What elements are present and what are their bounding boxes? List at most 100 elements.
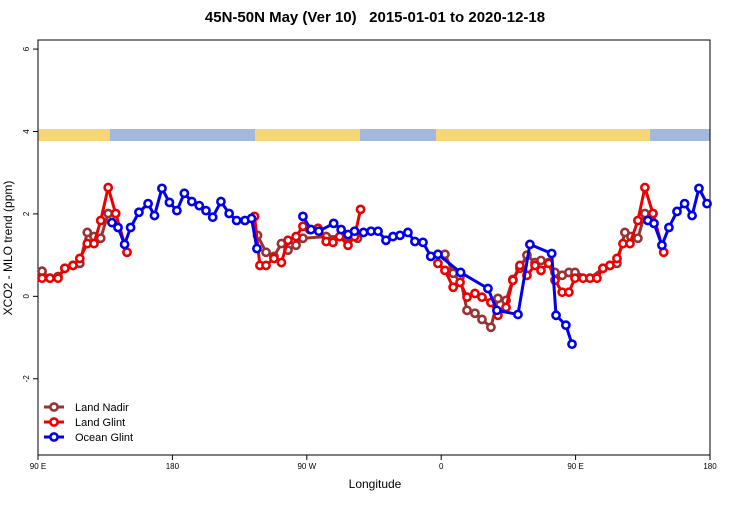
- data-point: [276, 257, 287, 268]
- land-band: [255, 129, 360, 141]
- data-point: [201, 205, 211, 216]
- data-point: [410, 236, 420, 247]
- data-point: [455, 277, 465, 288]
- data-point: [261, 247, 271, 258]
- data-point: [103, 182, 114, 193]
- data-point: [45, 273, 55, 284]
- data-point: [283, 235, 293, 246]
- data-point: [525, 239, 535, 250]
- legend-marker: [49, 402, 59, 412]
- data-point: [194, 200, 205, 211]
- data-point: [462, 305, 472, 316]
- legend-label: Ocean Glint: [75, 432, 133, 444]
- data-point: [551, 310, 561, 321]
- data-point: [68, 260, 78, 271]
- data-point: [694, 183, 704, 194]
- data-point: [164, 197, 175, 208]
- data-point: [107, 217, 117, 228]
- data-point: [291, 231, 301, 242]
- chart-title: 45N-50N May (Ver 10) 2015-01-01 to 2020-…: [205, 9, 545, 26]
- data-point: [702, 198, 712, 209]
- data-point: [679, 198, 690, 209]
- data-point: [514, 260, 525, 271]
- data-point: [632, 233, 643, 244]
- data-point: [433, 258, 443, 269]
- legend-marker: [49, 432, 59, 442]
- data-point: [122, 247, 132, 258]
- data-point: [373, 226, 383, 237]
- data-point: [252, 243, 262, 254]
- data-point: [74, 253, 85, 264]
- data-point: [649, 218, 659, 229]
- data-point: [381, 235, 391, 246]
- data-point: [440, 265, 450, 276]
- data-point: [269, 253, 279, 264]
- data-point: [113, 222, 123, 233]
- data-point: [612, 253, 622, 264]
- data-point: [395, 230, 405, 241]
- data-point: [470, 288, 480, 299]
- legend-marker: [49, 417, 59, 427]
- data-point: [110, 208, 121, 219]
- data-point: [186, 196, 197, 207]
- data-point: [492, 305, 502, 316]
- data-point: [493, 293, 503, 304]
- data-point: [567, 339, 577, 350]
- data-point: [563, 287, 574, 298]
- x-tick-label: 180: [166, 462, 180, 471]
- plot-frame: [37, 39, 711, 456]
- data-point: [483, 283, 493, 294]
- data-point: [207, 212, 218, 223]
- data-point: [477, 314, 487, 325]
- data-point: [632, 215, 643, 226]
- data-point: [664, 222, 674, 233]
- data-point: [95, 233, 106, 244]
- data-point: [402, 227, 413, 238]
- data-point: [103, 208, 114, 219]
- land-ocean-strip: [38, 129, 710, 141]
- data-point: [418, 237, 428, 248]
- data-point: [507, 275, 518, 286]
- data-point: [648, 208, 658, 219]
- data-point: [546, 248, 557, 259]
- data-point: [513, 309, 523, 320]
- data-point: [119, 239, 130, 250]
- data-point: [149, 210, 160, 221]
- data-point: [349, 226, 360, 237]
- x-tick-label: 0: [439, 462, 444, 471]
- land-band: [436, 129, 650, 141]
- data-point: [82, 227, 93, 238]
- data-point: [291, 240, 301, 251]
- x-tick-label: 90 E: [567, 462, 583, 471]
- data-point: [605, 260, 615, 271]
- data-point: [224, 208, 235, 219]
- y-tick-label: 6: [22, 46, 31, 51]
- y-tick-label: 2: [22, 211, 31, 216]
- y-tick-label: 0: [22, 294, 31, 299]
- data-point: [59, 263, 70, 274]
- data-point: [53, 273, 63, 284]
- data-point: [462, 292, 472, 303]
- data-point: [89, 238, 99, 249]
- data-point: [470, 308, 480, 319]
- x-tick-label: 90 W: [297, 462, 316, 471]
- data-point: [536, 265, 546, 276]
- x-tick-label: 180: [703, 462, 717, 471]
- y-axis-label: XCO2 - MLO trend (ppm): [1, 181, 15, 316]
- data-point: [358, 227, 369, 238]
- land-band: [38, 129, 110, 141]
- data-point: [657, 240, 667, 251]
- data-point: [355, 204, 366, 215]
- data-point: [592, 273, 602, 284]
- data-point: [37, 273, 47, 284]
- data-point: [261, 260, 271, 271]
- data-point: [143, 198, 153, 209]
- data-point: [455, 267, 466, 278]
- data-point: [501, 302, 511, 313]
- x-tick-label: 90 E: [30, 462, 46, 471]
- data-point: [231, 215, 242, 226]
- data-point: [672, 206, 682, 217]
- y-tick-label: -2: [22, 375, 31, 383]
